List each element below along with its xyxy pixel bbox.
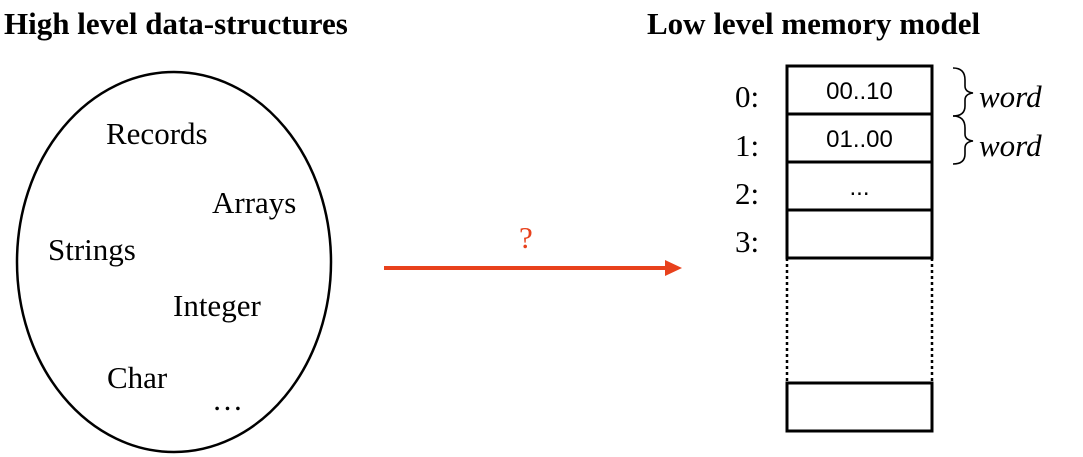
label-ellipsis: … [212, 382, 243, 417]
label-records: Records [106, 116, 208, 151]
label-integer: Integer [173, 288, 261, 323]
mapping-question-mark: ? [519, 220, 533, 255]
word-brace-1 [952, 115, 974, 165]
address-2: 2: [735, 176, 759, 211]
memory-cell-2 [785, 160, 934, 212]
memory-cell-2-value: ... [849, 174, 869, 201]
memory-cell-0 [785, 64, 934, 116]
word-brace-0 [952, 67, 974, 117]
data-structures-ellipse [15, 70, 333, 454]
label-arrays: Arrays [212, 185, 296, 220]
address-0: 0: [735, 79, 759, 114]
word-label-1: word [979, 128, 1042, 163]
mapping-arrow-head [665, 260, 682, 276]
right-title: Low level memory model [647, 6, 981, 41]
memory-cell-1 [785, 112, 934, 164]
label-char: Char [107, 360, 168, 395]
memory-cell-last [785, 381, 934, 433]
memory-cell-1-value: 01..00 [826, 126, 893, 153]
address-1: 1: [735, 128, 759, 163]
address-3: 3: [735, 224, 759, 259]
left-title: High level data-structures [4, 6, 348, 41]
label-strings: Strings [48, 232, 136, 267]
memory-cell-3 [785, 208, 934, 260]
word-label-0: word [979, 79, 1042, 114]
memory-cell-0-value: 00..10 [826, 78, 893, 105]
